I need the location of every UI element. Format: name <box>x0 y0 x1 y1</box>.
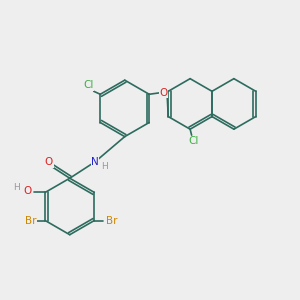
Text: O: O <box>159 88 168 98</box>
Text: Cl: Cl <box>189 136 199 146</box>
Text: O: O <box>45 158 53 167</box>
Text: Cl: Cl <box>83 80 94 90</box>
Text: H: H <box>13 182 20 191</box>
Text: O: O <box>23 186 32 196</box>
Text: Br: Br <box>25 216 36 226</box>
Text: H: H <box>101 162 108 171</box>
Text: Br: Br <box>106 216 118 226</box>
Text: N: N <box>91 157 99 167</box>
